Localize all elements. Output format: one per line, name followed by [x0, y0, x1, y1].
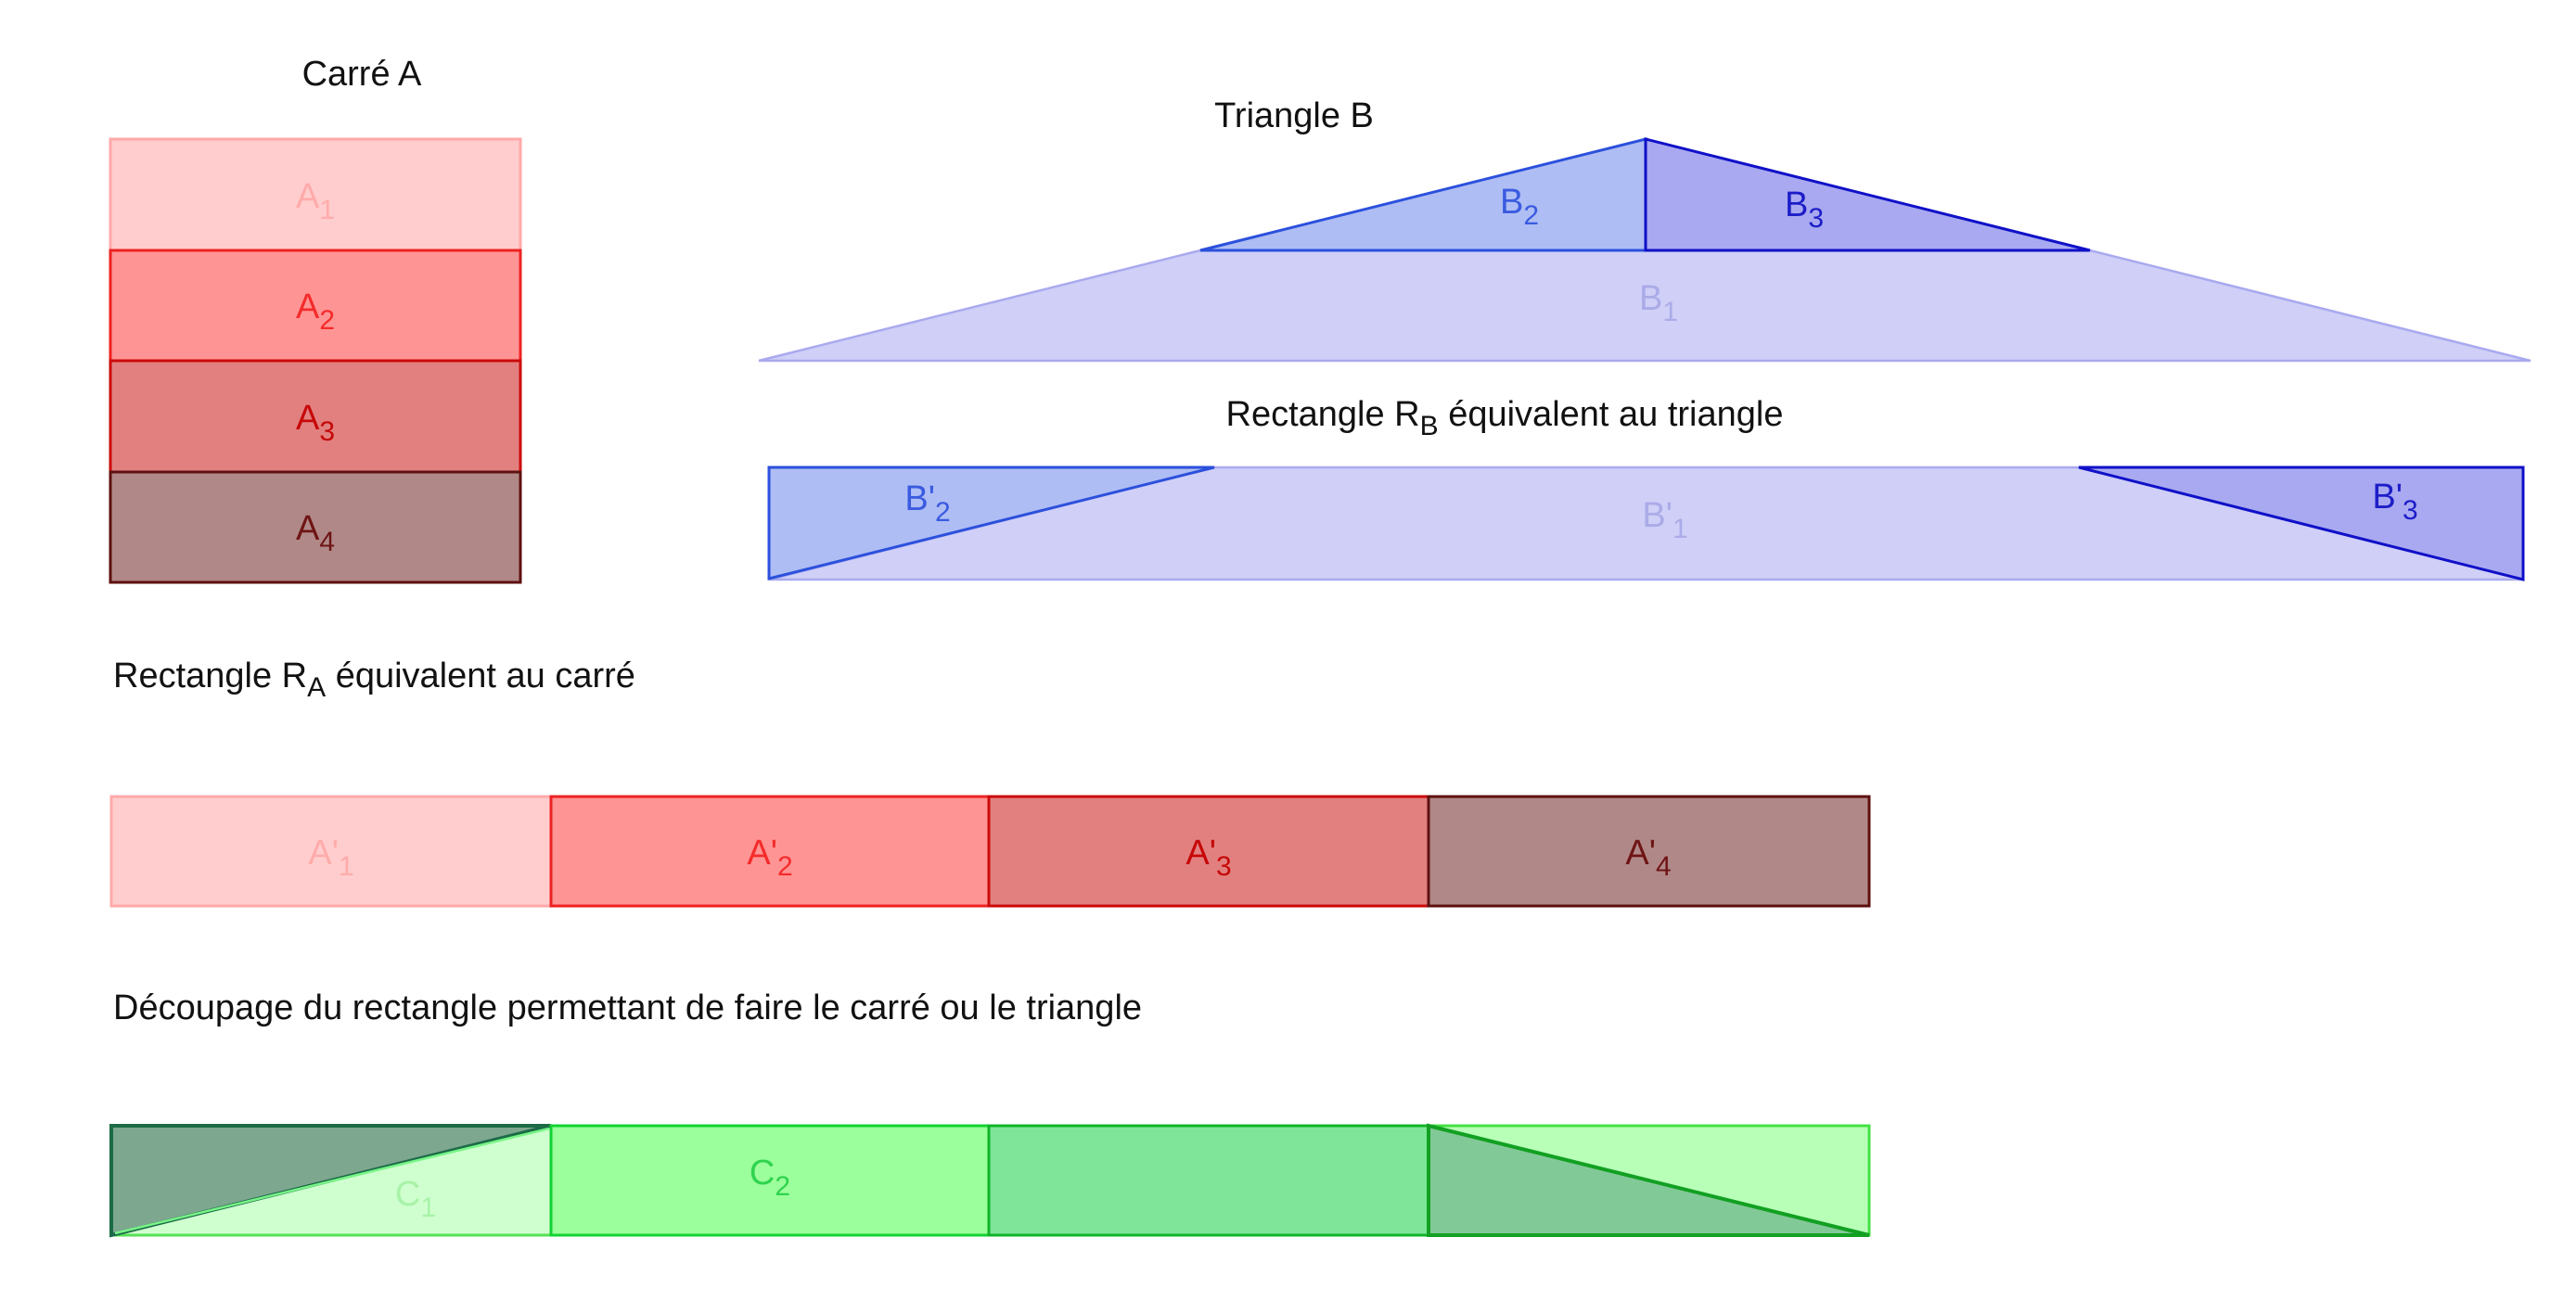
label-a1p: A'1 — [308, 834, 353, 882]
label-a3: A3 — [296, 399, 335, 447]
label-a1-sub: 1 — [319, 195, 335, 225]
cut-seg-3 — [987, 1124, 1430, 1237]
label-a4-main: A — [296, 509, 320, 548]
square-a-band-1 — [109, 137, 522, 252]
label-b2-main: B — [1500, 183, 1523, 222]
cut-rect-group: Découpage du rectangle permettant de fai… — [109, 989, 1871, 1238]
cut-seg-1-diagonal-line — [114, 1127, 550, 1235]
label-c1-sub: 1 — [420, 1193, 436, 1223]
triangle-b-title: Triangle B — [1214, 96, 1374, 135]
label-a1p-main: A' — [308, 834, 339, 873]
rect-b2-shape — [767, 466, 1215, 580]
cut-title: Découpage du rectangle permettant de fai… — [113, 989, 1142, 1027]
label-a3p-sub: 3 — [1216, 851, 1232, 882]
label-c2-main: C — [750, 1154, 775, 1193]
label-b1: B1 — [1639, 279, 1678, 327]
label-c1: C1 — [395, 1175, 436, 1223]
rect-a-title: Rectangle RA équivalent au carré — [113, 657, 635, 703]
label-b3-sub: 3 — [1808, 203, 1824, 234]
label-b3p-sub: 3 — [2403, 495, 2418, 526]
label-a3p: A'3 — [1185, 834, 1231, 882]
rect-a-seg-4 — [1427, 795, 1871, 908]
label-b1-main: B — [1639, 279, 1662, 318]
label-a1p-sub: 1 — [339, 851, 354, 882]
label-a1-main: A — [296, 177, 320, 216]
label-a4p-sub: 4 — [1656, 851, 1672, 882]
rect-a-title-pre: Rectangle R — [113, 657, 307, 695]
rect-b-title-post: équivalent au triangle — [1439, 395, 1784, 434]
square-a-band-3 — [109, 359, 522, 474]
label-b2-sub: 2 — [1523, 200, 1539, 231]
rect-b-title-sub: B — [1420, 411, 1439, 441]
label-a2-sub: 2 — [319, 305, 335, 336]
label-c2: C2 — [750, 1154, 790, 1202]
cut-seg-4-dark-triangle — [1427, 1123, 1870, 1237]
label-b1p: B'1 — [1642, 496, 1687, 544]
label-a3-main: A — [296, 399, 320, 438]
label-b2p: B'2 — [904, 479, 950, 528]
triangle-b3-shape — [1644, 137, 2091, 252]
rect-a-seg-1 — [109, 795, 553, 908]
rect-a-title-post: équivalent au carré — [326, 657, 635, 695]
label-a2-main: A — [296, 287, 320, 326]
cut-seg-2 — [549, 1124, 991, 1237]
label-a4: A4 — [296, 509, 335, 557]
label-a2p-main: A' — [747, 834, 777, 873]
label-b2: B2 — [1500, 183, 1539, 231]
label-b2p-main: B' — [904, 479, 935, 518]
triangle-b2-shape — [1199, 137, 1647, 252]
square-a-title: Carré A — [302, 55, 422, 94]
label-a2p-sub: 2 — [777, 851, 793, 882]
rect-b3-shape — [2078, 466, 2525, 581]
rect-a-title-sub: A — [307, 672, 326, 703]
rect-a-group: Rectangle RA équivalent au carré A'1 A'2… — [109, 657, 1871, 908]
label-b2p-sub: 2 — [935, 497, 951, 528]
label-b3-main: B — [1785, 185, 1808, 224]
square-a-band-2 — [109, 249, 522, 363]
label-a4p-main: A' — [1625, 834, 1656, 873]
label-a3p-main: A' — [1185, 834, 1216, 873]
triangle-b-group: Triangle B B2 B3 B1 — [758, 96, 2531, 363]
label-c2-sub: 2 — [775, 1171, 790, 1202]
label-c1-main: C — [395, 1175, 420, 1214]
label-b3p-main: B' — [2372, 478, 2403, 517]
label-a2: A2 — [296, 287, 335, 336]
rect-a-seg-2 — [549, 795, 991, 908]
label-a2p: A'2 — [747, 834, 792, 882]
rect-b-title-pre: Rectangle R — [1226, 395, 1420, 434]
rect-b-title: Rectangle RB équivalent au triangle — [1226, 395, 1784, 441]
rect-b-group: Rectangle RB équivalent au triangle B'2 … — [767, 395, 2525, 581]
rect-a-seg-3 — [987, 795, 1430, 908]
square-a-group: Carré A A1 A2 A3 A4 — [109, 55, 522, 584]
label-b1p-sub: 1 — [1672, 514, 1688, 544]
label-b1-sub: 1 — [1662, 297, 1678, 327]
label-a4-sub: 4 — [319, 527, 335, 557]
square-a-band-4 — [109, 470, 522, 584]
label-a4p: A'4 — [1625, 834, 1671, 882]
label-a3-sub: 3 — [319, 416, 335, 447]
label-b3: B3 — [1785, 185, 1824, 234]
label-b3p: B'3 — [2372, 478, 2417, 526]
label-a1: A1 — [296, 177, 335, 225]
label-b1p-main: B' — [1642, 496, 1672, 535]
